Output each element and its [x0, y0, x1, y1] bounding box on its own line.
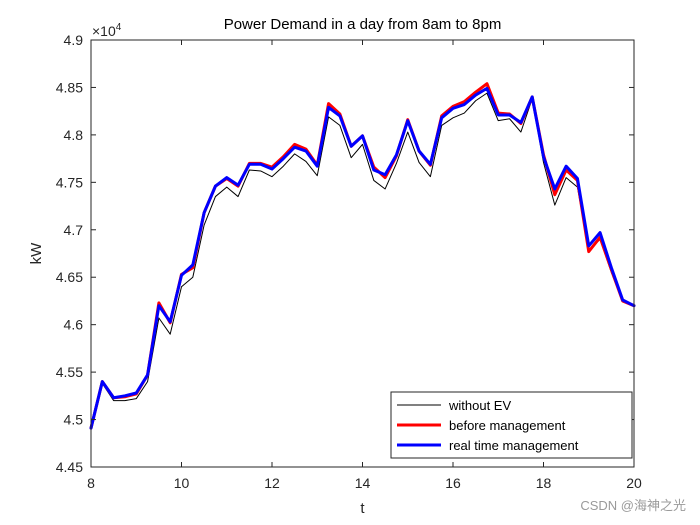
y-tick-label: 4.75	[56, 174, 83, 190]
legend-label-3: real time management	[449, 438, 579, 453]
series-line-3	[89, 86, 636, 430]
y-tick-label: 4.85	[56, 79, 83, 95]
y-tick-label: 4.6	[64, 317, 84, 333]
y-tick-label: 4.55	[56, 364, 83, 380]
x-tick-label: 10	[174, 475, 190, 491]
x-tick-label: 18	[536, 475, 552, 491]
ticks-layer: 8 10 12 14 16 18 20 4.45 4.5 4.55 4.6 4.65 4.7 4.75 4.…	[56, 32, 642, 491]
y-exponent-label: ×104	[92, 22, 122, 39]
x-tick-label: 14	[355, 475, 371, 491]
legend-label-1: without EV	[448, 398, 511, 413]
x-tick-label: 8	[87, 475, 95, 491]
y-tick-label: 4.65	[56, 269, 83, 285]
x-axis-title: t	[360, 500, 365, 517]
watermark: CSDN @海神之光	[580, 498, 686, 513]
y-exponent-base: ×10	[92, 23, 116, 39]
y-tick-label: 4.5	[64, 412, 84, 428]
chart-title: Power Demand in a day from 8am to 8pm	[224, 16, 502, 33]
series-layer	[89, 82, 636, 430]
x-tick-label: 16	[445, 475, 461, 491]
y-tick-label: 4.9	[64, 32, 84, 48]
legend-label-2: before management	[449, 418, 566, 433]
x-tick-label: 12	[264, 475, 280, 491]
y-tick-label: 4.8	[64, 127, 84, 143]
y-tick-label: 4.7	[64, 222, 84, 238]
y-axis-title: kW	[28, 242, 45, 265]
legend: without EV before management real time man…	[390, 391, 633, 459]
y-tick-label: 4.45	[56, 459, 83, 475]
series-line-1	[90, 92, 635, 429]
y-exponent-power: 4	[116, 22, 122, 33]
x-tick-label: 20	[626, 475, 642, 491]
